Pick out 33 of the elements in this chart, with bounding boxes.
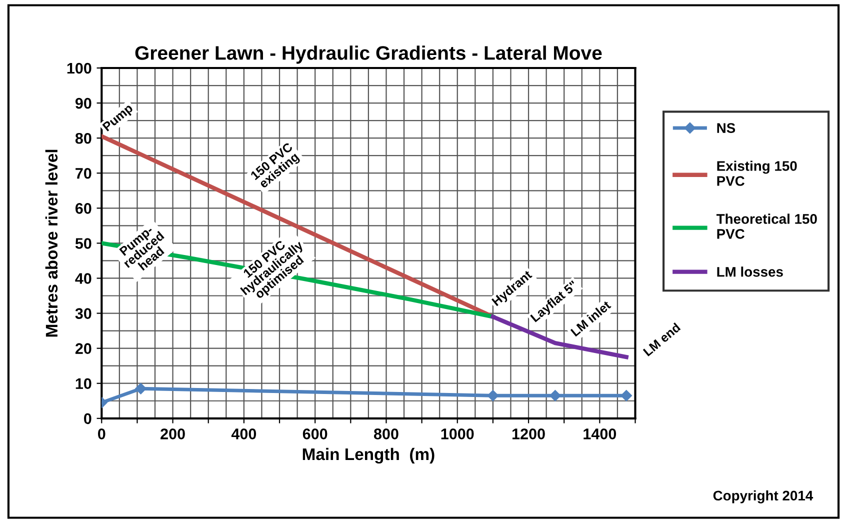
legend-label: LM losses (717, 266, 783, 277)
point (487, 390, 499, 402)
text: Copyright 2014 (713, 490, 814, 504)
legend-label: NS (717, 123, 736, 133)
y-tick-label: 100 (67, 62, 92, 74)
chart-title: Greener Lawn - Hydraulic Gradients - Lateral Move (135, 46, 602, 64)
y-tick-label: 50 (75, 238, 92, 249)
y-tick-label: 80 (75, 132, 92, 144)
annotation: LM end (642, 322, 681, 357)
y-axis-title: Metres above river level (45, 150, 58, 337)
x-tick-label: 400 (231, 428, 256, 440)
y-tick-label: 20 (75, 343, 92, 354)
x-axis-title: Main Length (m) (302, 448, 434, 464)
y-tick-label: 60 (75, 203, 92, 214)
point (135, 383, 146, 394)
x-tick-label: 200 (160, 428, 185, 440)
y-tick-label: 90 (75, 98, 92, 109)
y-tick-label: 70 (76, 168, 92, 179)
x-tick-label: 800 (374, 428, 398, 440)
y-tick-label: 40 (75, 273, 92, 284)
annotation: LM inlet (570, 300, 612, 337)
y-tick-label: 0 (84, 413, 92, 424)
y-tick-label: 10 (76, 378, 92, 390)
legend-label: Theoretical 150 PVC (716, 214, 817, 239)
x-tick-label: 600 (302, 428, 328, 440)
x-tick-label: 1200 (512, 428, 545, 440)
point (620, 390, 632, 402)
point (550, 390, 561, 402)
x-tick-label: 1400 (584, 428, 616, 440)
y-tick-label: 30 (75, 308, 92, 319)
x-tick-label: 1000 (441, 428, 474, 440)
x-tick-label: 0 (98, 428, 106, 440)
legend-label: Existing 150 PVC (717, 160, 797, 186)
